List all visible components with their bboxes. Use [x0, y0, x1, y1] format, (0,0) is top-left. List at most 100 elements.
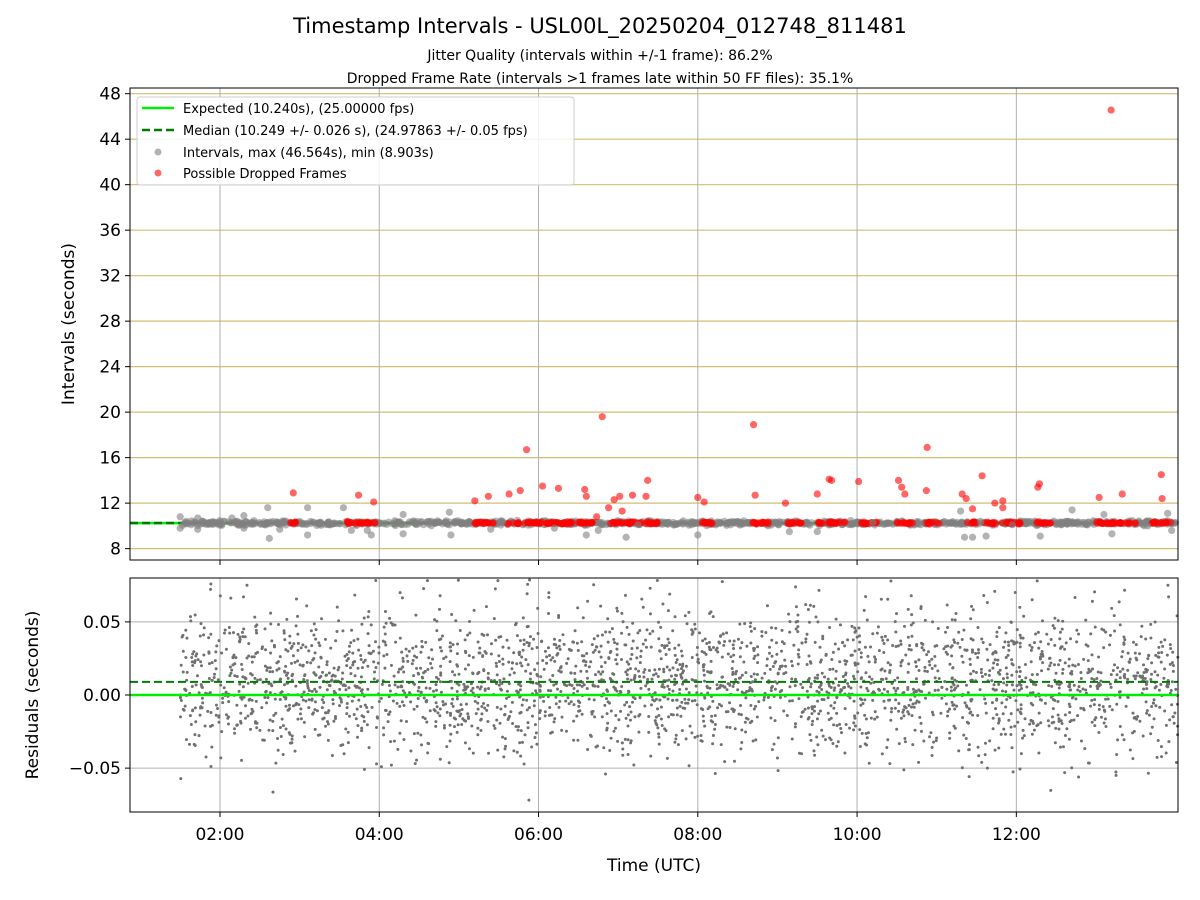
residual-point — [883, 706, 887, 710]
residual-point — [342, 752, 346, 756]
residual-point — [656, 726, 660, 730]
residual-point — [1041, 654, 1045, 658]
residual-point — [882, 687, 886, 691]
residual-point — [398, 636, 402, 640]
interval-outlier-point — [445, 508, 453, 516]
residual-point — [1076, 714, 1080, 718]
residual-point — [979, 671, 983, 675]
residual-point — [693, 627, 697, 631]
residual-point — [401, 665, 405, 669]
residual-point — [367, 746, 371, 750]
residual-point — [726, 652, 730, 656]
residual-point — [642, 670, 646, 674]
residual-point — [615, 647, 619, 651]
residual-point — [1077, 775, 1081, 779]
residual-point — [530, 647, 534, 651]
residual-point — [752, 649, 756, 653]
residual-point — [235, 674, 239, 678]
residual-point — [1030, 673, 1034, 677]
residual-point — [732, 639, 736, 643]
residual-point — [666, 684, 670, 688]
residual-point — [630, 652, 634, 656]
residual-point — [888, 669, 892, 673]
residual-point — [419, 733, 423, 737]
residual-point — [325, 660, 329, 664]
residual-point — [423, 717, 427, 721]
residual-point — [299, 646, 303, 650]
residual-point — [721, 684, 725, 688]
interval-point — [716, 518, 724, 526]
residual-point — [773, 687, 777, 691]
residual-point — [592, 637, 596, 641]
residual-point — [268, 666, 272, 670]
residual-point — [520, 655, 524, 659]
residual-point — [296, 659, 300, 663]
residual-point — [968, 711, 972, 715]
residual-point — [450, 612, 454, 616]
residual-point — [281, 753, 285, 757]
dropped-frame-point — [605, 504, 613, 512]
residual-point — [980, 675, 984, 679]
residual-point — [992, 661, 996, 665]
interval-point — [183, 519, 192, 527]
residual-point — [562, 642, 566, 646]
residual-point — [859, 703, 863, 707]
interval-outlier-point — [582, 531, 590, 539]
dropped-frame-point — [577, 518, 585, 526]
residual-point — [674, 737, 678, 741]
top-y-tick-label: 16 — [99, 449, 121, 469]
dropped-frame-point — [1035, 518, 1043, 526]
residual-point — [815, 717, 819, 721]
residual-point — [606, 640, 610, 644]
residual-point — [1035, 672, 1039, 676]
residual-point — [492, 724, 496, 728]
residual-point — [302, 720, 306, 724]
residual-point — [322, 701, 326, 705]
residual-point — [638, 712, 642, 716]
residual-point — [456, 578, 460, 582]
residual-point — [448, 641, 452, 645]
residual-point — [536, 632, 540, 636]
residual-point — [1010, 746, 1014, 750]
top-interval-points — [176, 106, 1180, 542]
residual-point — [310, 689, 314, 693]
residual-point — [463, 685, 467, 689]
residual-point — [653, 668, 657, 672]
residual-point — [1088, 684, 1092, 688]
residual-point — [755, 673, 759, 677]
residual-point — [1168, 643, 1172, 647]
residual-point — [389, 740, 393, 744]
residual-point — [1081, 687, 1085, 691]
residual-point — [333, 715, 337, 719]
residual-point — [238, 682, 242, 686]
residual-point — [753, 678, 757, 682]
residual-point — [1102, 721, 1106, 725]
residual-point — [906, 635, 910, 639]
residual-point — [815, 689, 819, 693]
residual-point — [327, 709, 331, 713]
residual-point — [1030, 598, 1034, 602]
dropped-frame-point — [999, 497, 1007, 505]
residual-point — [775, 681, 779, 685]
residual-point — [410, 662, 414, 666]
residual-point — [964, 683, 968, 687]
residual-point — [1102, 646, 1106, 650]
residual-point — [1118, 695, 1122, 699]
residual-point — [549, 731, 553, 735]
residual-point — [331, 702, 335, 706]
residual-point — [1104, 725, 1108, 729]
residual-point — [780, 640, 784, 644]
residual-point — [249, 672, 253, 676]
interval-outlier-point — [869, 518, 877, 527]
dropped-frame-point — [759, 519, 767, 527]
residual-point — [493, 587, 497, 591]
residual-point — [290, 734, 294, 738]
residual-point — [365, 706, 369, 710]
residual-point — [346, 730, 350, 734]
interval-outlier-point — [956, 507, 965, 515]
residual-point — [770, 654, 774, 658]
residual-point — [1057, 717, 1061, 721]
residual-point — [252, 655, 256, 659]
residual-point — [657, 714, 661, 718]
residual-point — [1099, 671, 1103, 675]
